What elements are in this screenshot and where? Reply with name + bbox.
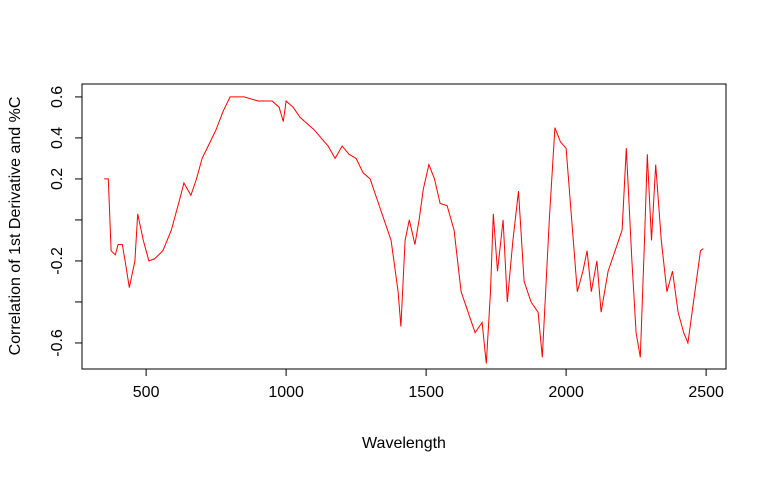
x-tick-label: 2500 xyxy=(688,384,724,401)
y-tick-label: 0.4 xyxy=(49,127,66,149)
x-tick-label: 1500 xyxy=(408,384,444,401)
y-tick-label: -0.2 xyxy=(49,247,66,275)
x-tick-label: 500 xyxy=(133,384,160,401)
data-line xyxy=(104,96,704,364)
x-axis-label: Wavelength xyxy=(362,435,446,452)
y-tick-label: -0.6 xyxy=(49,329,66,357)
y-tick-label: 0.2 xyxy=(49,168,66,190)
y-axis-label: Correlation of 1st Derivative and %C xyxy=(7,97,24,356)
plot-box xyxy=(81,83,727,370)
y-tick-label: 0.6 xyxy=(49,86,66,108)
x-tick-label: 2000 xyxy=(548,384,584,401)
x-tick-label: 1000 xyxy=(268,384,304,401)
